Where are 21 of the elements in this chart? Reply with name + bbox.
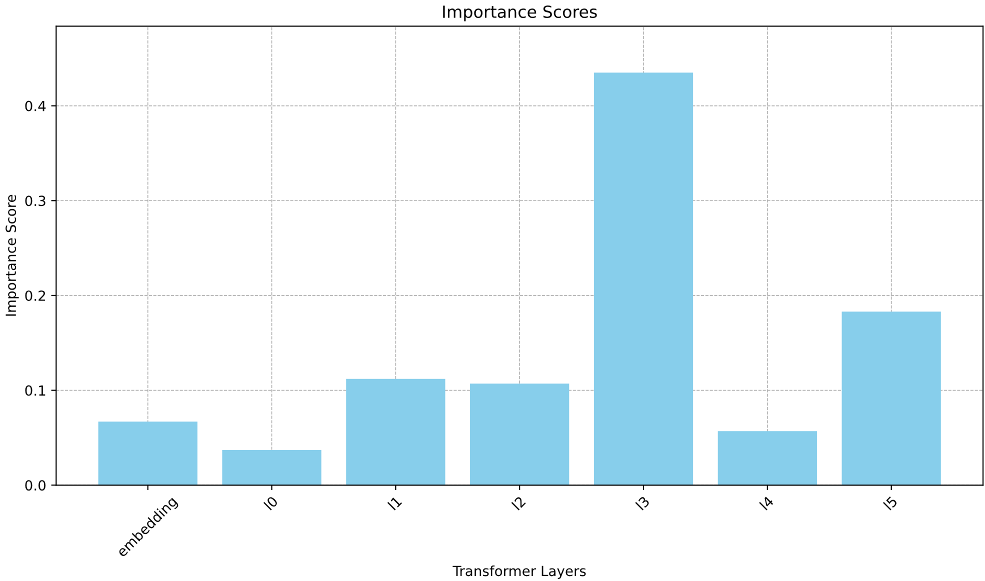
x-tick-label: l5	[883, 496, 898, 511]
chart-title: Importance Scores	[443, 5, 597, 22]
bar	[594, 72, 694, 486]
x-tick-label: l1	[387, 496, 402, 510]
y-tick-label: 0.4	[25, 100, 46, 112]
bar	[718, 431, 817, 486]
bar	[842, 312, 941, 486]
y-tick-label: 0.0	[25, 480, 46, 491]
bar	[470, 384, 570, 486]
x-tick-label: l0	[263, 496, 278, 511]
y-tick-label: 0.2	[25, 290, 46, 301]
x-tick-label: l3	[635, 496, 650, 511]
x-tick-label: l2	[511, 496, 526, 510]
x-axis-title: Transformer Layers	[452, 565, 586, 579]
y-tick-label: 0.1	[25, 385, 46, 396]
y-tick-label: 0.3	[25, 196, 46, 206]
bar	[98, 422, 198, 486]
bar	[346, 378, 446, 486]
bar	[222, 450, 322, 486]
x-tick-label: l4	[759, 495, 774, 510]
y-axis-title: Importance Score	[6, 194, 19, 316]
